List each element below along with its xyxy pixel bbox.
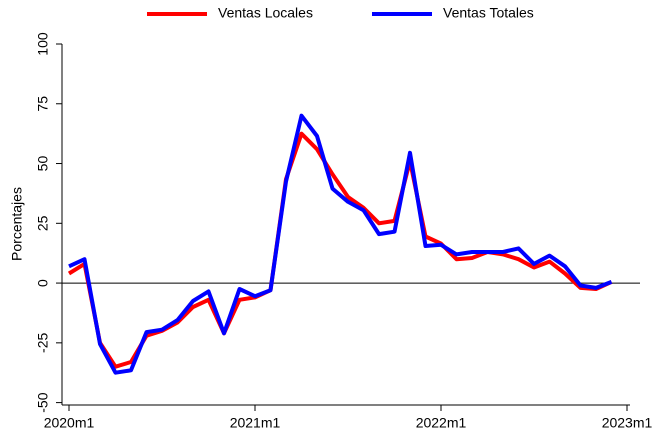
y-tick-label: 0 (35, 279, 51, 287)
y-tick-label: 25 (35, 215, 51, 231)
x-tick-label: 2023m1 (602, 415, 653, 431)
x-tick-label: 2021m1 (230, 415, 281, 431)
y-tick-label: 75 (35, 96, 51, 112)
legend-label: Ventas Locales (218, 5, 313, 21)
series-line (68, 113, 613, 375)
y-axis-label: Porcentajes (9, 187, 25, 261)
x-tick-label: 2022m1 (416, 415, 467, 431)
y-tick-label: -25 (35, 333, 51, 353)
legend-label: Ventas Totales (443, 5, 534, 21)
y-tick-label: -50 (35, 392, 51, 412)
y-tick-label: 100 (35, 32, 51, 56)
y-tick-label: 50 (35, 156, 51, 172)
x-tick-label: 2020m1 (44, 415, 95, 431)
